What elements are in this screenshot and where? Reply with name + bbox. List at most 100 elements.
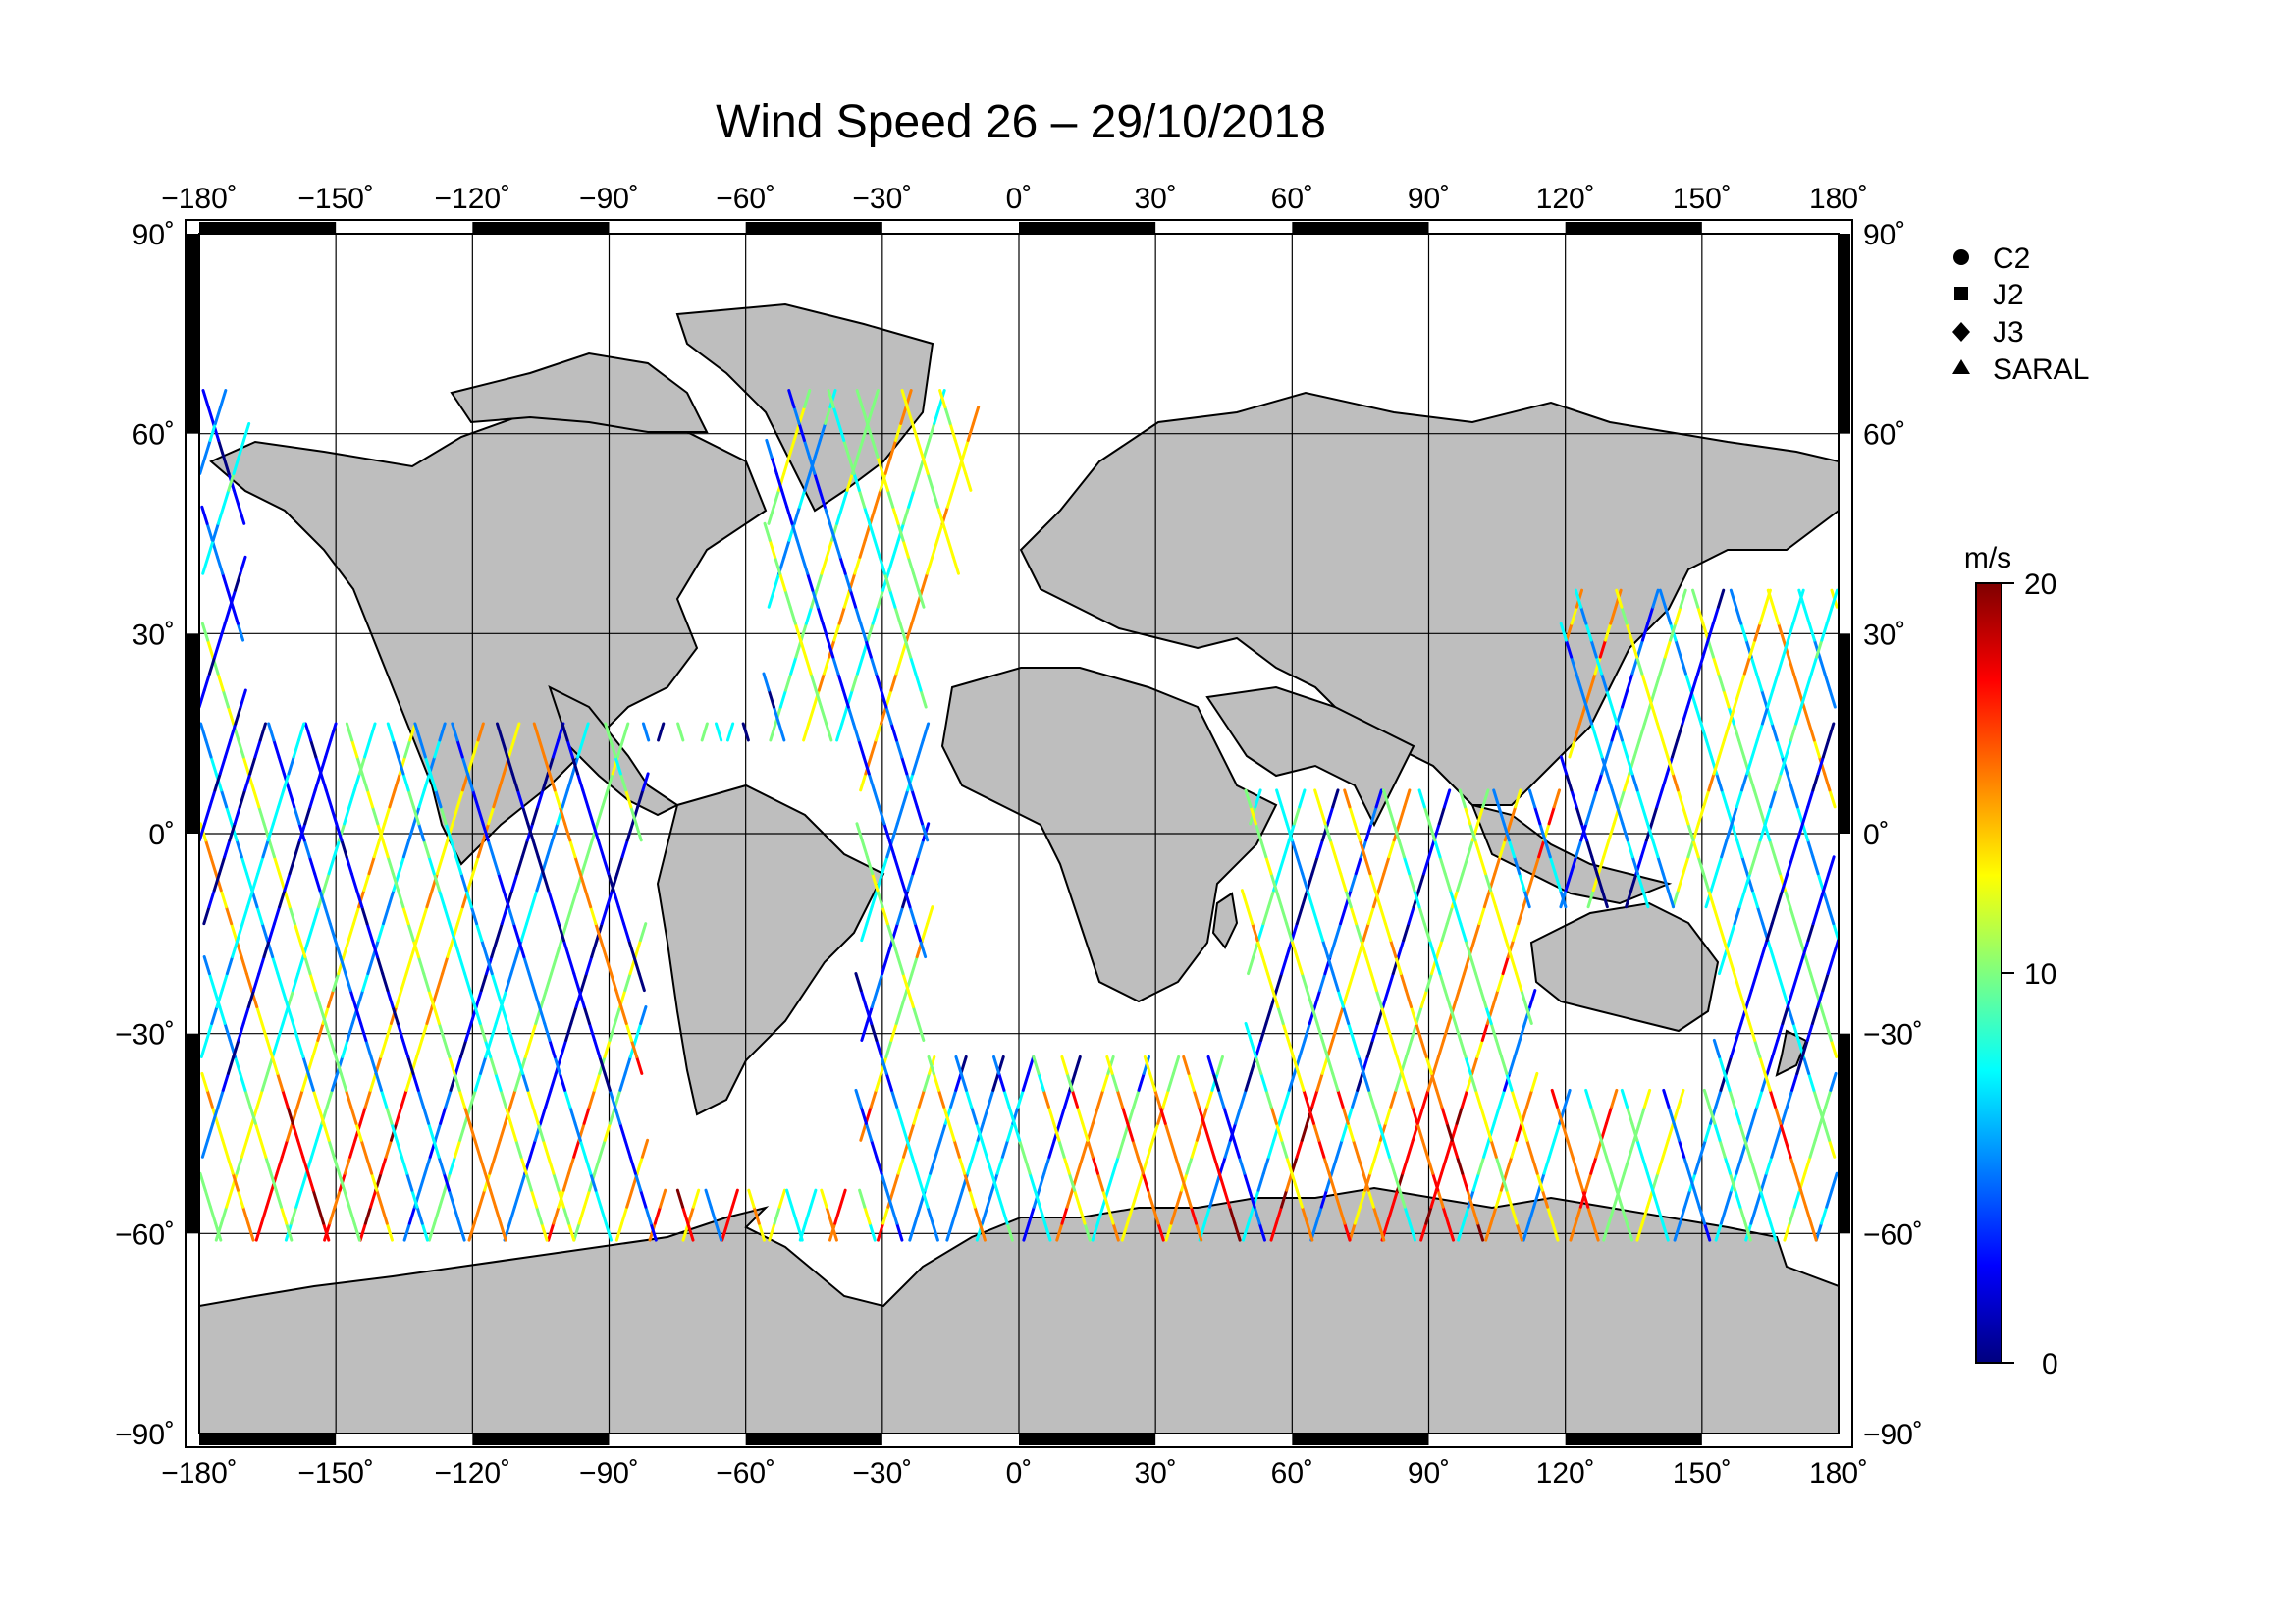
track-segment <box>277 755 286 776</box>
track-segment <box>432 872 441 893</box>
satellite-track <box>762 672 939 1242</box>
satellite-track <box>1574 588 1778 1242</box>
track-segment <box>838 1188 847 1209</box>
track-segment <box>1310 905 1319 926</box>
track-segment <box>303 722 313 742</box>
track-segment <box>995 1188 1004 1209</box>
track-segment <box>208 421 217 442</box>
track-segment <box>869 655 878 676</box>
track-segment <box>614 1105 622 1125</box>
track-segment <box>457 955 467 976</box>
track-segment <box>1327 1171 1336 1192</box>
track-segment <box>1752 788 1761 809</box>
track-segment <box>818 421 828 442</box>
track-segment <box>225 955 235 976</box>
track-segment <box>1357 1055 1365 1075</box>
track-segment <box>449 839 458 859</box>
track-segment <box>224 905 234 926</box>
track-segment <box>350 738 359 759</box>
track-segment <box>891 538 900 559</box>
track-segment <box>815 571 824 592</box>
track-segment <box>1086 1121 1095 1142</box>
track-segment <box>587 1088 597 1109</box>
track-segment <box>216 1121 225 1142</box>
frame-bar-right <box>1839 234 1850 434</box>
track-segment <box>295 1138 305 1159</box>
track-segment <box>973 1205 982 1225</box>
frame-bar-top <box>472 222 610 234</box>
track-segment <box>1763 805 1773 826</box>
track-segment <box>1468 1071 1477 1092</box>
satellite-track <box>1569 588 1772 1242</box>
track-segment <box>558 1071 567 1092</box>
track-segment <box>427 1221 437 1242</box>
track-segment <box>1771 605 1781 625</box>
track-segment <box>255 1088 264 1109</box>
track-segment <box>530 889 539 909</box>
track-segment <box>1320 1055 1329 1075</box>
track-segment <box>790 1205 799 1225</box>
frame-bar-bottom <box>199 1434 337 1445</box>
track-segment <box>1815 638 1824 659</box>
track-segment <box>369 1055 378 1075</box>
track-segment <box>473 1005 482 1025</box>
track-segment <box>1285 922 1294 943</box>
track-segment <box>572 1221 581 1242</box>
track-segment <box>381 972 390 993</box>
track-segment <box>874 488 882 509</box>
track-segment <box>1776 655 1785 676</box>
track-segment <box>543 1021 552 1042</box>
track-segment <box>1222 1188 1232 1209</box>
track-segment <box>395 989 403 1009</box>
track-segment <box>473 1071 483 1092</box>
track-segment <box>905 772 914 792</box>
track-segment <box>362 872 371 893</box>
track-segment <box>882 822 891 842</box>
track-segment <box>1397 805 1407 826</box>
satellite-track <box>199 555 1836 1242</box>
track-segment <box>507 1205 516 1225</box>
track-segment <box>232 455 240 475</box>
track-segment <box>551 822 560 842</box>
track-segment <box>1255 1038 1263 1058</box>
track-segment <box>441 839 450 859</box>
track-segment <box>878 805 886 826</box>
track-segment <box>379 1155 388 1175</box>
track-segment <box>293 922 302 943</box>
track-segment <box>1505 1155 1514 1175</box>
track-segment <box>1527 788 1537 809</box>
track-segment <box>325 1088 334 1109</box>
track-segment <box>260 922 269 943</box>
satellite-track <box>1559 755 1712 1242</box>
track-segment <box>276 972 285 993</box>
track-segment <box>1065 1188 1074 1209</box>
track-segment <box>1733 1105 1741 1125</box>
track-segment <box>272 905 282 926</box>
track-segment <box>1775 738 1785 759</box>
track-segment <box>911 755 920 776</box>
track-segment <box>199 1038 209 1058</box>
track-segment <box>1676 788 1685 809</box>
track-segment <box>518 1171 527 1192</box>
track-segment <box>393 772 401 792</box>
track-segment <box>208 788 217 809</box>
track-segment <box>951 555 960 575</box>
track-segment <box>313 772 322 792</box>
track-segment <box>492 855 501 876</box>
track-segment <box>1101 1188 1110 1209</box>
track-segment <box>1749 1205 1758 1225</box>
track-segment <box>1683 672 1693 692</box>
track-segment <box>1599 1138 1609 1159</box>
track-segment <box>933 406 941 425</box>
track-segment <box>920 571 929 592</box>
track-segment <box>493 1138 502 1159</box>
track-segment <box>1510 1205 1519 1225</box>
track-segment <box>517 939 526 959</box>
track-segment <box>237 438 245 459</box>
track-segment <box>901 538 910 559</box>
track-segment <box>1477 905 1486 926</box>
track-segment <box>1377 1121 1386 1142</box>
track-segment <box>1681 705 1689 726</box>
track-segment <box>1812 738 1821 759</box>
track-segment <box>1621 822 1629 842</box>
